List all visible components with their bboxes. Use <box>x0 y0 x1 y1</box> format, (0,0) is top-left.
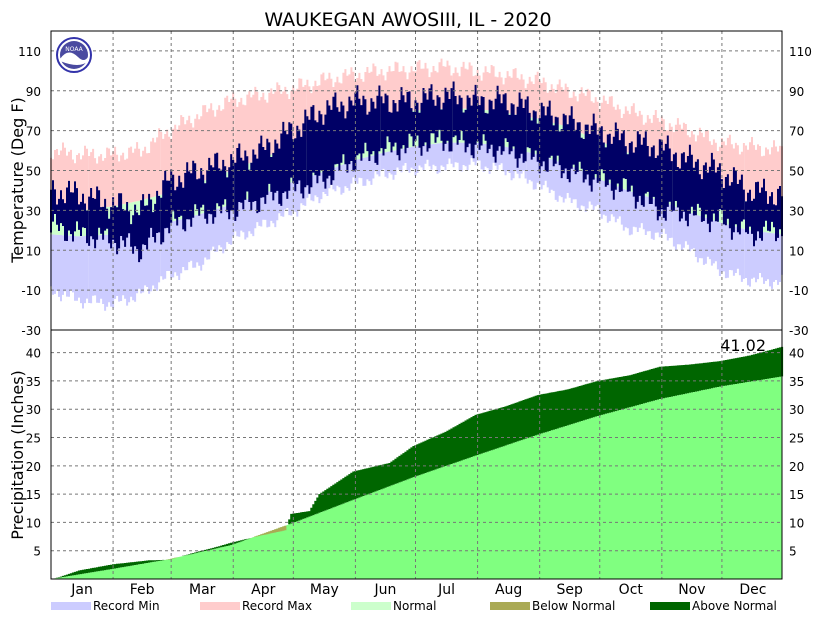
month-label: Jul <box>437 582 455 598</box>
temperature-tick-label-left: 50 <box>26 165 41 179</box>
month-label: Apr <box>251 582 275 598</box>
precipitation-tick-label-left: 15 <box>26 488 41 502</box>
precipitation-tick-label-right: 10 <box>789 516 804 530</box>
legend-label: Record Max <box>242 599 312 613</box>
temperature-tick-label-right: 50 <box>789 165 804 179</box>
month-label: Sep <box>557 582 584 598</box>
legend-label: Above Normal <box>692 599 777 613</box>
month-label: May <box>310 582 339 598</box>
precipitation-panel: 5 5 10 10 15 15 20 20 25 25 30 30 35 35 40 40 <box>26 346 804 579</box>
precipitation-total-label: 41.02 <box>720 336 766 355</box>
temperature-tick-label-right: 10 <box>789 244 804 258</box>
legend-item: Below Normal <box>490 599 615 613</box>
above-normal-precipitation-series <box>53 346 784 579</box>
temperature-axis-label: Temperature (Deg F) <box>8 97 27 264</box>
month-label: Dec <box>739 582 766 598</box>
month-label: Feb <box>130 582 155 598</box>
legend-label: Record Min <box>93 599 160 613</box>
legend-swatch <box>351 602 391 610</box>
precipitation-tick-label-left: 20 <box>26 460 41 474</box>
month-label: Jan <box>70 582 93 598</box>
month-label: Mar <box>189 582 216 598</box>
noaa-logo-icon: NOAA <box>56 37 92 73</box>
precipitation-tick-label-left: 30 <box>26 403 41 417</box>
x-axis: Jan Feb Mar Apr May Jun Jul Aug Sep Oct Nov Dec <box>50 30 783 598</box>
legend-item: Record Min <box>51 599 160 613</box>
month-label: Oct <box>619 582 644 598</box>
precipitation-tick-label-right: 35 <box>789 375 804 389</box>
precipitation-tick-label-right: 40 <box>789 347 804 361</box>
month-label: Jun <box>374 582 397 598</box>
temperature-tick-label-right: 70 <box>789 125 804 139</box>
precipitation-tick-label-right: 25 <box>789 432 804 446</box>
precipitation-tick-label-right: 20 <box>789 460 804 474</box>
precipitation-axis-label: Precipitation (Inches) <box>8 370 27 540</box>
precipitation-tick-label-right: 15 <box>789 488 804 502</box>
legend-swatch <box>490 602 530 610</box>
legend-label: Below Normal <box>532 599 615 613</box>
temperature-tick-label-left: -30 <box>21 324 41 338</box>
temperature-tick-label-left: 30 <box>26 204 41 218</box>
legend-item: Normal <box>351 599 436 613</box>
temperature-tick-label-right: 90 <box>789 85 804 99</box>
temperature-tick-label-left: -10 <box>21 284 41 298</box>
precipitation-tick-label-left: 10 <box>26 516 41 530</box>
temperature-tick-label-left: 90 <box>26 85 41 99</box>
plot-frame <box>50 30 783 580</box>
chart-title: WAUKEGAN AWOSIII, IL - 2020 <box>264 9 551 31</box>
normal-precipitation-series <box>51 376 782 579</box>
precipitation-tick-label-left: 40 <box>26 347 41 361</box>
legend-item: Above Normal <box>650 599 777 613</box>
precipitation-tick-label-right: 5 <box>789 545 797 559</box>
temperature-tick-label-left: 10 <box>26 244 41 258</box>
legend-item: Record Max <box>200 599 312 613</box>
legend-swatch <box>200 602 240 610</box>
temperature-tick-label-left: 110 <box>18 45 41 59</box>
legend-swatch <box>650 602 690 610</box>
legend-label: Normal <box>393 599 436 613</box>
precipitation-tick-label-left: 25 <box>26 432 41 446</box>
temperature-tick-label-right: -30 <box>789 324 809 338</box>
temperature-tick-label-right: -10 <box>789 284 809 298</box>
temperature-tick-label-right: 110 <box>789 45 812 59</box>
precipitation-tick-label-right: 30 <box>789 403 804 417</box>
legend: Record Min Record Max Normal Below Normal Ab… <box>51 599 777 613</box>
temperature-panel: -30 -30 -10 -10 10 10 30 30 50 50 70 70 90 90 110 110 <box>18 45 812 338</box>
below-normal-precipitation-series <box>166 525 287 560</box>
noaa-logo-text: NOAA <box>65 46 83 53</box>
precipitation-tick-label-left: 35 <box>26 375 41 389</box>
month-label: Nov <box>678 582 705 598</box>
temperature-tick-label-left: 70 <box>26 125 41 139</box>
temperature-tick-label-right: 30 <box>789 204 804 218</box>
legend-swatch <box>51 602 91 610</box>
month-label: Aug <box>495 582 522 598</box>
precipitation-tick-label-left: 5 <box>33 545 41 559</box>
